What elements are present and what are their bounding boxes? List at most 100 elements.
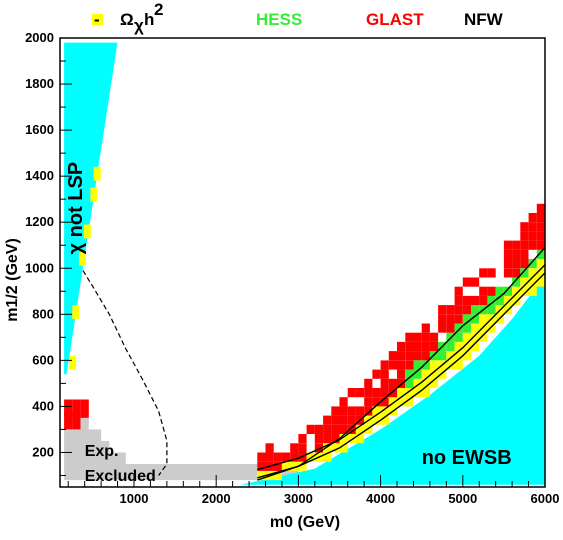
legend-hess: HESS [256,10,302,29]
glast-cell [397,378,406,388]
y-tick-label: 800 [32,306,54,321]
glast-cell [273,452,282,462]
region-label-no-ewsb: no EWSB [422,447,512,469]
glast-cell [528,222,537,232]
hess-cell [487,305,496,315]
plot-frame [59,37,546,488]
hess-cell [446,341,455,352]
glast-cell [397,360,406,370]
glast-cell [503,249,513,259]
relic-density-cell [380,415,389,425]
glast-cell [421,323,430,333]
glast-cell [528,231,537,241]
glast-cell [429,341,439,352]
region-label-chi-not-lsp: χ not LSP [65,162,87,255]
hess-cell [413,369,422,379]
relic-density-cell [520,277,529,287]
hess-cell [495,295,504,306]
glast-cell [487,268,496,278]
legend-relic-h: h [144,10,154,29]
glast-cell [388,388,397,398]
glast-cell [454,314,463,324]
glast-cell [388,360,397,370]
y-tick-label: 1600 [25,122,54,137]
region-label-layer: χ not LSP Exp. Excluded no EWSB [65,162,512,485]
glast-cell [323,424,332,434]
glast-cell [462,277,471,287]
glast-cell [339,424,348,434]
glast-cell [347,415,356,425]
glast-cell [397,369,406,379]
glast-cell [298,443,307,453]
relic-density-cell [503,295,513,306]
contour-layer [82,247,546,481]
glast-cell [471,295,480,306]
relic-density-cell [528,268,537,278]
glast-cell [80,399,89,418]
cell-layer [64,166,545,481]
x-axis-label: m0 (GeV) [270,514,340,531]
relic-density-cell [454,351,463,361]
relic-density-cell [306,452,315,462]
glast-cell [512,259,521,269]
relic-density-cell [397,397,406,407]
relic-density-cell [72,305,80,319]
glast-cell [298,434,307,444]
glast-cell [380,397,389,407]
relic-density-cell [364,424,373,434]
region-layer [64,42,546,485]
region-exp-excluded [64,417,299,481]
legend-relic-marker: - [94,10,100,29]
glast-cell [347,406,356,416]
relic-density-cell [471,341,480,352]
glast-cell [281,452,291,462]
relic-density-cell [429,369,439,379]
hess-cell [454,323,463,333]
glast-cell [314,424,323,434]
glast-cell [364,378,373,388]
relic-density-cell [355,434,365,444]
glast-cell [528,240,537,250]
glast-cell [397,351,406,361]
glast-cell [72,399,81,418]
relic-density-cell [372,415,381,425]
glast-cell [528,213,537,223]
hess-cell [471,305,480,315]
relic-density-cell [421,369,430,379]
relic-density-cell [78,252,86,266]
glast-cell [446,323,455,333]
y-tick-label: 2000 [25,30,54,45]
glast-cell [454,305,463,315]
hess-cell [503,286,513,296]
glast-cell [438,305,447,315]
glast-cell [323,415,332,425]
hess-cell [438,351,447,361]
y-tick-label: 1200 [25,214,54,229]
hess-cell [454,332,463,342]
glast-cell [520,240,529,250]
relic-density-cell [93,166,101,181]
hess-cell [487,295,496,306]
glast-cell [512,268,521,278]
region-chi-not-lsp [64,42,118,375]
relic-density-cell [323,452,332,462]
relic-density-cell [331,443,340,453]
relic-contour-line [257,247,546,481]
hess-cell [421,360,430,370]
relic-density-cell [520,286,529,296]
region-no-ewsb [240,282,546,485]
relic-density-cell [471,332,480,342]
relic-density-cell [454,360,463,370]
glast-cell [454,295,463,306]
relic-density-cell [397,388,406,398]
hess-cell [471,314,480,324]
glast-cell [265,443,274,453]
glast-cell [413,332,422,342]
hess-cell [512,277,521,287]
relic-density-cell [273,470,282,481]
legend-relic-subscript: χ [134,16,144,35]
glast-cell [364,397,373,407]
glast-cell [503,240,513,250]
glast-cell [405,332,414,342]
